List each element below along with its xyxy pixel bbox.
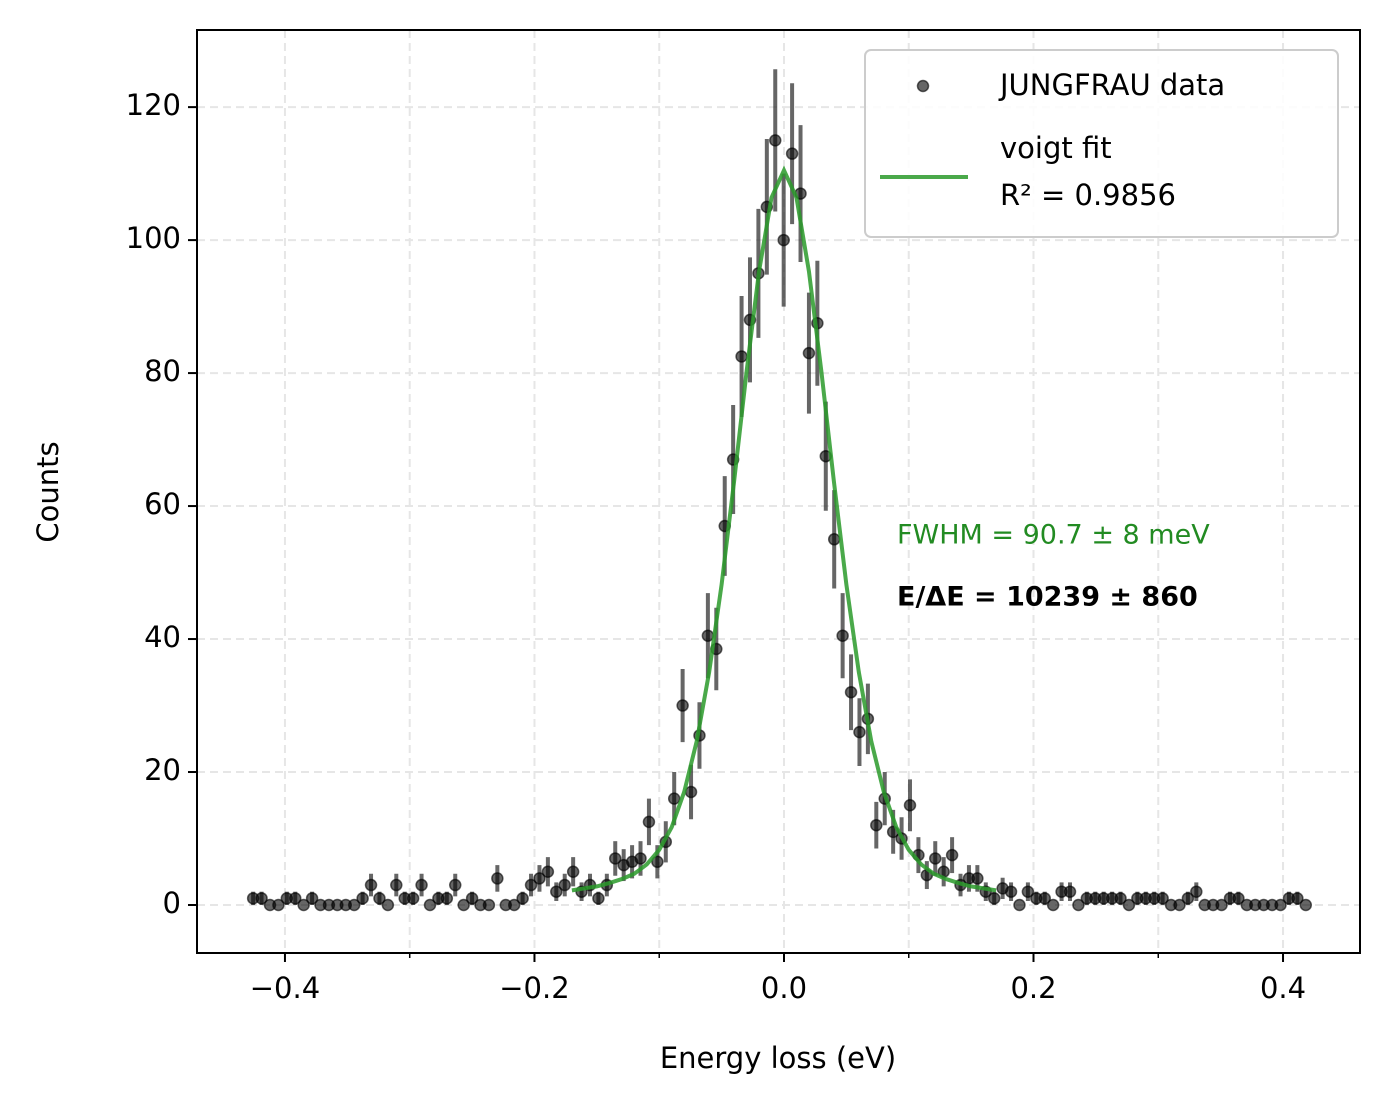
data-point [945, 848, 959, 862]
data-point [844, 685, 858, 699]
y-tick-label: 20 [144, 753, 181, 787]
y-tick-label: 120 [126, 88, 181, 122]
data-point [449, 878, 462, 892]
data-point [1072, 898, 1085, 912]
data-point [651, 855, 664, 869]
x-axis-label: Energy loss (eV) [660, 1041, 896, 1075]
data-point [482, 898, 496, 912]
y-tick-label: 0 [163, 886, 181, 920]
data-point [1063, 885, 1077, 898]
data-point [827, 533, 841, 546]
x-tick-label: −0.2 [499, 971, 569, 1005]
data-point [903, 799, 917, 812]
data-point [373, 892, 386, 905]
legend-fit-quality: R² = 0.9856 [1000, 178, 1176, 212]
data-point [1181, 892, 1195, 905]
legend-marker [916, 79, 930, 93]
data-point [566, 865, 580, 879]
data-point [465, 892, 479, 905]
data-point [288, 892, 302, 905]
data-point [1021, 885, 1035, 898]
data-point [381, 898, 395, 912]
data-point [1299, 898, 1313, 912]
x-tick-label: 0.4 [1260, 971, 1306, 1005]
data-point [836, 629, 849, 642]
data-point [987, 892, 1001, 905]
y-tick-label: 60 [144, 487, 181, 521]
data-point [769, 134, 782, 147]
data-point [524, 878, 538, 892]
data-point [558, 878, 571, 892]
data-point [415, 878, 428, 892]
data-point [1190, 885, 1203, 898]
data-point [1114, 892, 1127, 905]
data-point [541, 865, 555, 879]
data-point [971, 872, 984, 885]
data-point [533, 872, 546, 885]
data-point [356, 892, 369, 905]
data-point [853, 725, 866, 739]
data-point [457, 898, 470, 912]
plot-frame [196, 29, 1361, 954]
y-tick-label: 40 [144, 620, 181, 654]
data-point [406, 892, 420, 905]
legend-label: JUNGFRAU data [998, 68, 1225, 102]
data-point [929, 852, 942, 865]
annotation: E/ΔE = 10239 ± 860 [897, 582, 1198, 613]
legend-box [864, 49, 1339, 238]
data-point [667, 792, 681, 805]
data-point [1156, 892, 1169, 905]
data-point [440, 892, 454, 905]
data-point [592, 892, 605, 905]
data-point [1004, 885, 1018, 898]
legend: JUNGFRAU data voigt fit R² = 0.9856 [864, 49, 1339, 238]
data-point [255, 892, 268, 905]
data-point [676, 699, 689, 712]
fit-line [571, 165, 997, 893]
x-tick-label: −0.4 [250, 971, 320, 1005]
data-point [1122, 898, 1136, 912]
data-point [1274, 898, 1287, 912]
data-point [802, 346, 816, 360]
data-point [516, 892, 529, 905]
data-point [1046, 898, 1060, 912]
data-point [507, 898, 521, 912]
data-point [735, 350, 748, 363]
data-point [701, 629, 715, 642]
data-point [634, 852, 647, 865]
data-point [1291, 892, 1304, 905]
data-point [609, 852, 622, 865]
data-point [785, 147, 799, 160]
y-axis-label: Counts [31, 441, 65, 542]
data-point [550, 885, 563, 898]
legend-label: voigt fit [1000, 131, 1112, 165]
data-point [1173, 898, 1186, 912]
data-point [1232, 892, 1245, 905]
data-point [297, 898, 310, 912]
data-point [1215, 898, 1228, 912]
data-point [777, 233, 790, 247]
data-point [642, 815, 656, 829]
data-point [491, 872, 504, 885]
annotation: FWHM = 90.7 ± 8 meV [897, 520, 1210, 551]
x-tick-label: 0.0 [761, 971, 807, 1005]
x-tick-label: 0.2 [1010, 971, 1056, 1005]
data-point [1013, 898, 1026, 912]
data-point [364, 878, 378, 892]
y-tick-label: 100 [126, 221, 181, 255]
data-point [390, 878, 403, 892]
data-point [423, 898, 437, 912]
data-point [305, 892, 319, 905]
data-point [1038, 892, 1051, 905]
data-point [272, 898, 285, 912]
y-tick-label: 80 [144, 354, 181, 388]
data-point [870, 818, 883, 832]
data-point [347, 898, 361, 912]
data-point [684, 785, 698, 799]
